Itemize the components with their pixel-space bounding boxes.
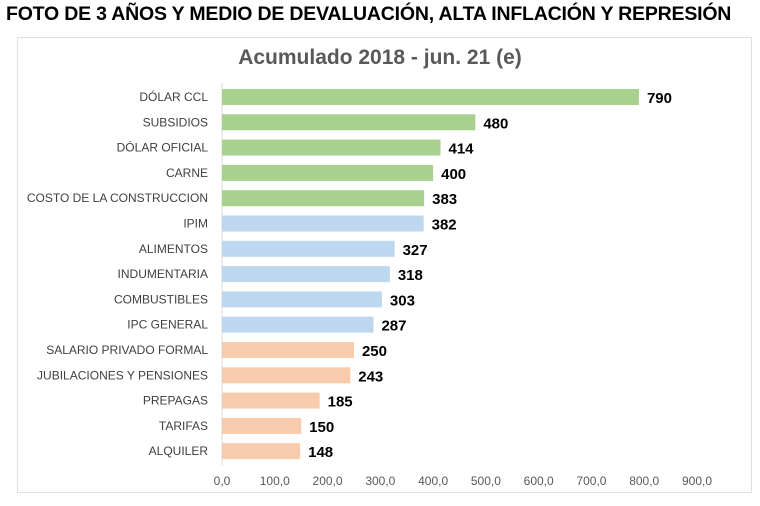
category-label: JUBILACIONES Y PENSIONES bbox=[37, 368, 208, 382]
bar bbox=[222, 215, 424, 232]
category-label: DÓLAR OFICIAL bbox=[117, 140, 209, 155]
category-label: TARIFAS bbox=[159, 419, 208, 433]
x-tick-label: 500,0 bbox=[471, 474, 501, 488]
bar bbox=[222, 417, 302, 434]
data-label: 790 bbox=[647, 90, 672, 107]
category-label: IPC GENERAL bbox=[127, 318, 208, 332]
x-tick-label: 700,0 bbox=[576, 474, 606, 488]
bar bbox=[222, 266, 390, 283]
category-label: SUBSIDIOS bbox=[143, 115, 208, 129]
category-label: IPIM bbox=[183, 217, 208, 231]
data-label: 400 bbox=[441, 166, 466, 183]
x-tick-label: 300,0 bbox=[365, 474, 395, 488]
bar bbox=[222, 114, 476, 131]
bar bbox=[222, 240, 395, 257]
category-label: COMBUSTIBLES bbox=[114, 292, 208, 306]
category-label: ALIMENTOS bbox=[139, 242, 208, 256]
bar bbox=[222, 342, 354, 358]
data-label: 303 bbox=[390, 292, 415, 309]
category-label: COSTO DE LA CONSTRUCCION bbox=[27, 191, 208, 205]
data-label: 287 bbox=[381, 318, 406, 335]
bar bbox=[222, 443, 301, 460]
bar bbox=[222, 316, 374, 333]
x-tick-label: 400,0 bbox=[418, 474, 448, 488]
x-tick-label: 600,0 bbox=[524, 474, 554, 488]
x-tick-label: 800,0 bbox=[629, 474, 659, 488]
data-label: 414 bbox=[449, 141, 475, 158]
bar bbox=[222, 392, 320, 409]
bar bbox=[222, 139, 441, 156]
data-label: 318 bbox=[398, 267, 423, 284]
category-label: DÓLAR CCL bbox=[139, 89, 208, 104]
x-tick-label: 0,0 bbox=[214, 474, 231, 488]
data-label: 148 bbox=[308, 444, 333, 461]
data-label: 327 bbox=[403, 242, 428, 259]
category-label: SALARIO PRIVADO FORMAL bbox=[46, 343, 208, 357]
bar bbox=[222, 367, 351, 384]
bar bbox=[222, 291, 382, 308]
data-label: 243 bbox=[358, 368, 383, 385]
headline: FOTO DE 3 AÑOS Y MEDIO DE DEVALUACIÓN, A… bbox=[6, 3, 732, 25]
bar bbox=[222, 89, 639, 105]
x-tick-label: 200,0 bbox=[313, 474, 343, 488]
x-tick-label: 100,0 bbox=[260, 474, 290, 488]
data-label: 185 bbox=[328, 394, 353, 411]
category-label: INDUMENTARIA bbox=[118, 267, 208, 281]
chart-area bbox=[17, 37, 752, 493]
data-label: 150 bbox=[309, 419, 334, 436]
x-tick-label: 900,0 bbox=[682, 474, 712, 488]
data-label: 250 bbox=[362, 343, 387, 360]
bar bbox=[222, 164, 434, 181]
data-label: 383 bbox=[432, 191, 457, 208]
category-label: PREPAGAS bbox=[143, 394, 208, 408]
chart-title: Acumulado 2018 - jun. 21 (e) bbox=[238, 46, 522, 69]
category-label: CARNE bbox=[166, 166, 208, 180]
category-label: ALQUILER bbox=[149, 444, 209, 458]
data-label: 480 bbox=[483, 115, 508, 132]
data-label: 382 bbox=[432, 217, 457, 234]
bar bbox=[222, 190, 425, 207]
